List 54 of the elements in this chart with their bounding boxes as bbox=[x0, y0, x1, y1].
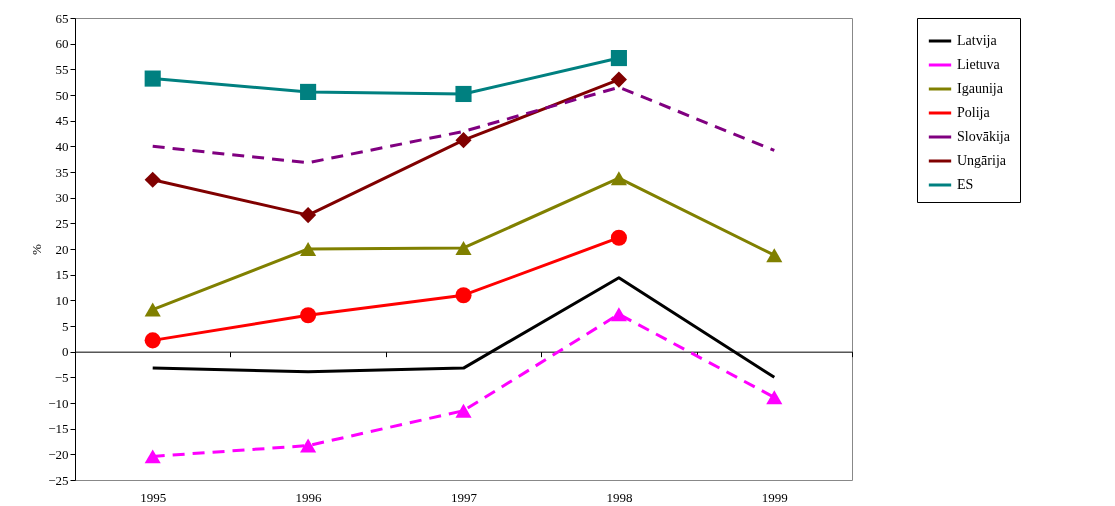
y-tick-label: 15 bbox=[55, 267, 69, 283]
y-axis-title: % bbox=[29, 243, 45, 255]
y-tick-label: 0 bbox=[62, 344, 69, 360]
point bbox=[144, 332, 161, 349]
legend-label: ES bbox=[957, 177, 974, 192]
legend-label: Igaunija bbox=[957, 81, 1004, 96]
y-tick-label: −15 bbox=[48, 421, 69, 437]
legend-label: Latvija bbox=[957, 33, 998, 48]
y-tick-label: 25 bbox=[55, 215, 69, 231]
point bbox=[455, 85, 472, 103]
point bbox=[610, 307, 627, 322]
y-tick-label: 10 bbox=[55, 292, 69, 308]
point bbox=[300, 83, 317, 100]
x-tick-label: 1997 bbox=[451, 489, 478, 505]
legend-label: Ungārija bbox=[957, 153, 1007, 168]
y-tick-label: 40 bbox=[55, 138, 69, 154]
point bbox=[766, 248, 783, 263]
legend-label: Polija bbox=[957, 105, 991, 120]
y-tick-label: 35 bbox=[55, 164, 69, 180]
y-tick-label: −25 bbox=[48, 472, 69, 488]
x-tick-label: 1995 bbox=[140, 489, 167, 505]
y-tick-label: 60 bbox=[55, 36, 69, 52]
point bbox=[144, 70, 161, 87]
y-tick-label: 45 bbox=[55, 113, 69, 129]
x-tick-label: 1999 bbox=[761, 489, 788, 505]
point bbox=[610, 171, 627, 186]
legend-label: Slovākija bbox=[957, 129, 1011, 144]
x-tick-label: 1998 bbox=[606, 489, 633, 505]
point bbox=[300, 207, 317, 224]
y-tick-label: 65 bbox=[55, 10, 69, 26]
point bbox=[766, 390, 783, 405]
point bbox=[455, 132, 472, 149]
point bbox=[455, 403, 472, 418]
point bbox=[455, 240, 472, 255]
legend-label: Lietuva bbox=[957, 57, 1001, 72]
y-tick-label: 5 bbox=[62, 318, 69, 334]
y-tick-label: −5 bbox=[54, 369, 69, 385]
point bbox=[144, 449, 161, 464]
point bbox=[610, 71, 627, 88]
point bbox=[144, 302, 161, 317]
point bbox=[300, 307, 317, 324]
y-tick-label: −10 bbox=[48, 395, 69, 411]
point bbox=[144, 171, 161, 188]
point bbox=[610, 229, 627, 246]
x-tick-label: 1996 bbox=[295, 489, 323, 505]
y-tick-label: −20 bbox=[48, 446, 69, 462]
y-tick-label: 30 bbox=[55, 190, 69, 206]
y-tick-label: 50 bbox=[55, 87, 69, 103]
y-tick-label: 20 bbox=[55, 241, 69, 257]
point bbox=[300, 242, 317, 256]
point bbox=[300, 438, 317, 453]
y-tick-label: 55 bbox=[55, 61, 69, 77]
point bbox=[610, 49, 627, 67]
point bbox=[455, 287, 472, 304]
